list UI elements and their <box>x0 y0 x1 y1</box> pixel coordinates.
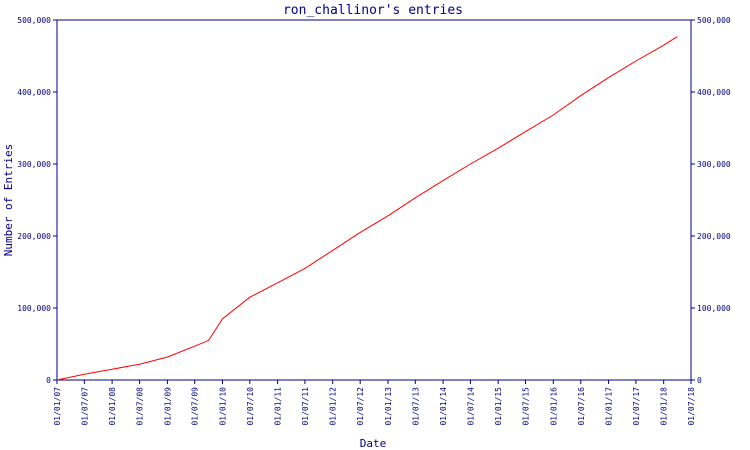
y-tick-label-right: 500,000 <box>697 16 731 25</box>
x-tick-label: 01/07/13 <box>411 387 420 426</box>
series-layer <box>56 36 678 381</box>
x-tick-label: 01/07/12 <box>356 387 365 426</box>
x-tick-label: 01/01/16 <box>549 387 558 426</box>
x-tick-label: 01/01/14 <box>439 387 448 426</box>
x-tick-label: 01/01/07 <box>53 387 62 426</box>
x-tick-label: 01/07/08 <box>136 387 145 426</box>
x-tick-label: 01/01/15 <box>494 387 503 426</box>
x-tick-label: 01/07/18 <box>687 387 696 426</box>
y-tick-label-right: 300,000 <box>697 160 731 169</box>
plot-area-frame <box>56 19 692 381</box>
y-tick-label-left: 200,000 <box>17 232 51 241</box>
chart-title: ron_challinor's entries <box>283 3 463 18</box>
y-tick-label-left: 100,000 <box>17 304 51 313</box>
x-tick-label: 01/01/12 <box>329 387 338 426</box>
x-tick-label: 01/01/13 <box>384 387 393 426</box>
x-tick-label: 01/01/18 <box>660 387 669 426</box>
y-axis-label: Number of Entries <box>2 144 15 257</box>
x-tick-label: 01/07/16 <box>577 387 586 426</box>
x-tick-label: 01/01/11 <box>274 387 283 426</box>
x-tick-label: 01/01/17 <box>605 387 614 426</box>
y-tick-label-left: 300,000 <box>17 160 51 169</box>
x-tick-label: 01/07/07 <box>80 387 89 426</box>
x-tick-label: 01/07/14 <box>466 387 475 426</box>
x-axis-label: Date <box>360 437 387 450</box>
y-tick-label-left: 0 <box>46 376 51 385</box>
x-tick-label: 01/01/10 <box>218 387 227 426</box>
x-tick-label: 01/01/08 <box>108 387 117 426</box>
y-axis-right: 0 100,000 200,000 300,000 400,000 500,000 <box>691 16 731 385</box>
y-axis-left: 0 100,000 200,000 300,000 400,000 500,000 <box>17 16 57 385</box>
x-tick-label: 01/07/09 <box>191 387 200 426</box>
x-tick-label: 01/07/17 <box>632 387 641 426</box>
x-tick-label: 01/07/15 <box>522 387 531 426</box>
entries-series-line <box>56 36 678 381</box>
y-tick-label-right: 100,000 <box>697 304 731 313</box>
x-tick-label: 01/07/10 <box>246 387 255 426</box>
y-tick-label-left: 500,000 <box>17 16 51 25</box>
y-tick-label-right: 0 <box>697 376 702 385</box>
y-tick-label-right: 200,000 <box>697 232 731 241</box>
x-tick-label: 01/01/09 <box>163 387 172 426</box>
y-tick-label-left: 400,000 <box>17 88 51 97</box>
y-tick-label-right: 400,000 <box>697 88 731 97</box>
x-axis: 01/01/07 01/07/07 01/01/08 01/07/08 01/01/09… <box>53 380 696 426</box>
x-tick-label: 01/07/11 <box>301 387 310 426</box>
